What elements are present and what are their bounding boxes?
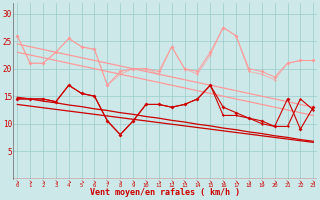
X-axis label: Vent moyen/en rafales ( km/h ): Vent moyen/en rafales ( km/h ) [90,188,240,197]
